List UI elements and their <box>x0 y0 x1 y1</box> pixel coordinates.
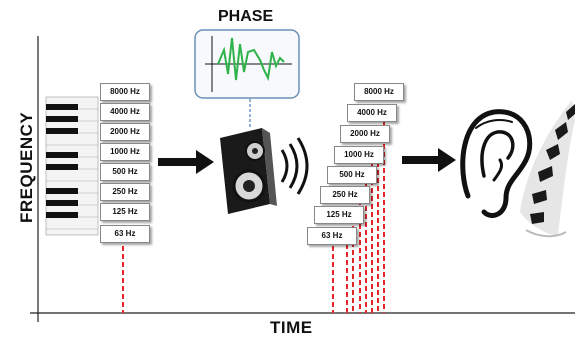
phase-title: PHASE <box>218 8 274 25</box>
speaker-icon <box>220 128 309 214</box>
output-band-label: 8000 Hz <box>354 83 404 101</box>
input-band-label: 63 Hz <box>100 225 150 243</box>
input-band-label: 500 Hz <box>100 163 150 181</box>
output-band-label: 1000 Hz <box>334 146 384 164</box>
input-band-label: 8000 Hz <box>100 83 150 101</box>
input-band-label: 4000 Hz <box>100 103 150 121</box>
piano-swirl-icon <box>520 100 575 238</box>
input-band-label: 1000 Hz <box>100 143 150 161</box>
ear-icon <box>460 109 533 218</box>
output-band-label: 2000 Hz <box>340 125 390 143</box>
arrow-right-icon <box>402 148 456 172</box>
output-band-label: 250 Hz <box>320 186 370 204</box>
input-band-label: 2000 Hz <box>100 123 150 141</box>
input-band-label: 125 Hz <box>100 203 150 221</box>
output-band-label: 4000 Hz <box>347 104 397 122</box>
arrow-right-icon <box>158 150 214 174</box>
y-axis-label: FREQUENCY <box>17 111 36 223</box>
output-band-label: 63 Hz <box>307 227 357 245</box>
phase-wave <box>217 37 285 82</box>
input-band-label: 250 Hz <box>100 183 150 201</box>
phase-graph <box>194 29 300 99</box>
output-band-label: 125 Hz <box>314 206 364 224</box>
piano-keys-icon <box>45 96 99 236</box>
x-axis-label: TIME <box>270 318 313 337</box>
output-band-label: 500 Hz <box>327 166 377 184</box>
